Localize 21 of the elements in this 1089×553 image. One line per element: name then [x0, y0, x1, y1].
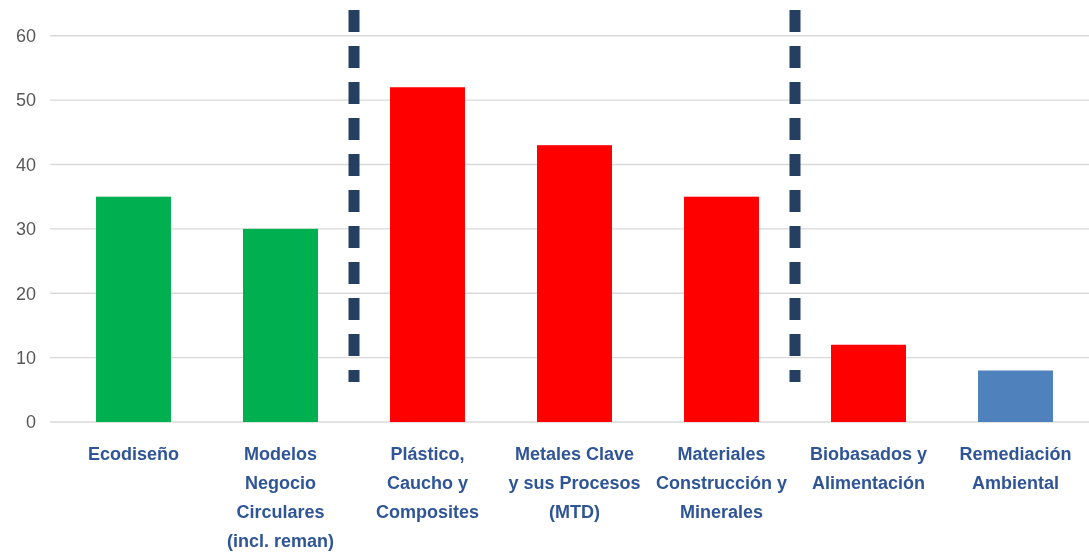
bar	[243, 228, 318, 422]
x-tick-label: Remediación Ambiental	[959, 444, 1072, 493]
y-tick-label: 20	[15, 283, 36, 304]
y-tick-label: 0	[25, 412, 36, 433]
x-tick-label: Materiales Construcción y Minerales	[655, 444, 788, 522]
bar	[978, 370, 1053, 422]
x-tick-label: Plástico, Caucho y Composites	[375, 444, 480, 522]
bar	[390, 87, 465, 422]
bar	[831, 344, 906, 422]
y-tick-label: 50	[15, 90, 36, 111]
x-tick-label: Ecodiseño	[87, 444, 180, 464]
bar	[96, 196, 171, 422]
y-tick-label: 60	[15, 26, 36, 47]
bar	[537, 145, 612, 422]
bar	[684, 196, 759, 422]
y-tick-label: 40	[15, 154, 36, 175]
x-tick-label: Modelos Negocio Circulares (incl. reman)	[226, 444, 335, 551]
x-tick-label: Biobasados y Alimentación	[809, 444, 928, 493]
y-tick-label: 10	[15, 347, 36, 368]
y-tick-label: 30	[15, 219, 36, 240]
x-tick-label: Metales Clave y sus Procesos (MTD)	[508, 444, 641, 522]
